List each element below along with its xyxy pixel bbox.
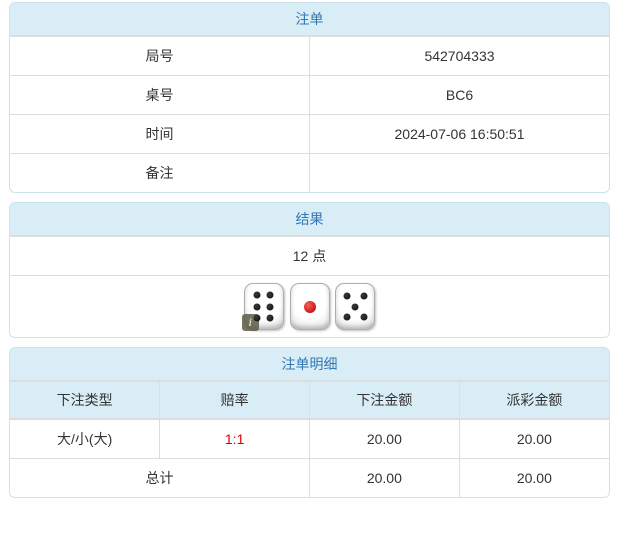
dice-group: i <box>241 283 377 331</box>
die-pip <box>266 291 274 299</box>
game-id-label: 局号 <box>10 36 310 76</box>
page: 注单 局号 542704333 桌号 BC6 时间 2024-07-06 16:… <box>9 2 610 498</box>
die-pip <box>360 292 368 300</box>
table-row: 局号 542704333 <box>10 36 609 76</box>
result-table: 结果 12 点 i <box>10 203 609 337</box>
die-pip <box>266 314 274 322</box>
remark-label: 备注 <box>10 153 310 192</box>
total-label: 总计 <box>10 458 310 497</box>
die-1: i <box>241 283 284 331</box>
time-label: 时间 <box>10 114 310 154</box>
die-pip <box>343 292 351 300</box>
bet-details-title: 注单明细 <box>10 348 609 382</box>
col-header-bet-amount: 下注金额 <box>309 381 460 420</box>
bet-amount-value: 20.00 <box>309 419 460 459</box>
total-bet-amount: 20.00 <box>309 458 460 497</box>
bet-order-table: 注单 局号 542704333 桌号 BC6 时间 2024-07-06 16:… <box>10 3 609 192</box>
col-header-odds: 赔率 <box>159 381 310 420</box>
die-pip <box>303 300 316 313</box>
bet-details-table: 注单明细 下注类型 赔率 下注金额 派彩金额 大/小(大) 1:1 20.00 … <box>10 348 609 497</box>
table-id-label: 桌号 <box>10 75 310 115</box>
bet-details-header-row: 下注类型 赔率 下注金额 派彩金额 <box>10 381 609 420</box>
table-row: 时间 2024-07-06 16:50:51 <box>10 114 609 154</box>
result-points: 12 点 <box>10 236 609 276</box>
die-pip <box>266 303 274 310</box>
die-pip <box>343 313 351 321</box>
die-3 <box>335 283 376 330</box>
remark-value <box>310 154 610 193</box>
result-title: 结果 <box>10 203 609 237</box>
die-pip <box>253 314 261 322</box>
col-header-payout: 派彩金额 <box>459 381 609 420</box>
table-row: 备注 <box>10 153 610 193</box>
result-panel: 结果 12 点 i <box>9 202 610 338</box>
bet-type-value: 大/小(大) <box>10 419 161 459</box>
total-row: 总计 20.00 20.00 <box>10 458 609 497</box>
die-pip <box>253 303 261 310</box>
time-value: 2024-07-06 16:50:51 <box>309 114 609 154</box>
die-2 <box>289 283 330 330</box>
payout-value: 20.00 <box>459 419 609 459</box>
die-pip <box>360 313 368 321</box>
col-header-bet-type: 下注类型 <box>10 381 161 420</box>
total-payout: 20.00 <box>516 470 552 486</box>
table-id-value: BC6 <box>309 75 609 115</box>
bet-details-panel: 注单明细 下注类型 赔率 下注金额 派彩金额 大/小(大) 1:1 20.00 … <box>9 347 610 498</box>
die-pip <box>351 303 359 310</box>
dice-row: i <box>10 276 609 338</box>
bet-order-title: 注单 <box>10 3 609 37</box>
game-id-value: 542704333 <box>309 36 609 76</box>
die-pip <box>253 291 261 299</box>
table-row: 桌号 BC6 <box>10 75 609 115</box>
bet-order-panel: 注单 局号 542704333 桌号 BC6 时间 2024-07-06 16:… <box>9 2 610 193</box>
odds-value: 1:1 <box>159 419 310 459</box>
bet-detail-row: 大/小(大) 1:1 20.00 20.00 <box>10 419 609 459</box>
